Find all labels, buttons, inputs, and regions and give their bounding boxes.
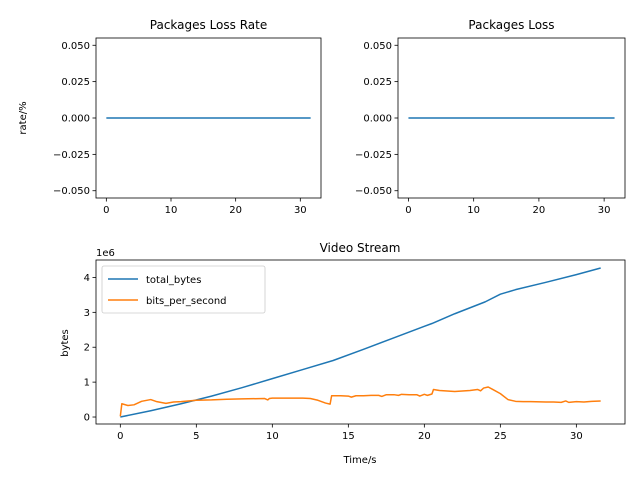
loss-rate-x-tick-label: 20 xyxy=(229,205,242,216)
video-stream-lines xyxy=(119,267,601,418)
loss-x-tick-label: 20 xyxy=(533,205,546,216)
video-stream-x-tick-label: 5 xyxy=(193,431,199,442)
video-stream-y-tick-label: 3 xyxy=(84,308,90,319)
loss-rate-title: Packages Loss Rate xyxy=(150,18,267,32)
loss-title: Packages Loss xyxy=(468,18,554,32)
loss-rate-y-tick-label: 0.000 xyxy=(61,114,90,125)
loss-x-tick-label: 0 xyxy=(405,205,411,216)
video-stream-x-axis-label: Time/s xyxy=(342,455,376,466)
video-stream-plot-frame xyxy=(95,259,626,425)
loss-rate-x-tick-label: 30 xyxy=(294,205,307,216)
loss-rate-x-tick-label: 10 xyxy=(165,205,178,216)
loss-rate-y-tick-label: 0.025 xyxy=(61,77,90,88)
legend-box xyxy=(101,265,266,314)
video-stream-y-tick-label: 0 xyxy=(84,413,90,424)
video-stream-y-axis-label: bytes xyxy=(60,329,71,357)
video-stream-x-tick-label: 30 xyxy=(570,431,583,442)
loss-plot-frame xyxy=(397,37,626,199)
loss-rate-y-tick-label: 0.050 xyxy=(61,41,90,52)
legend-label-total-bytes: total_bytes xyxy=(146,275,201,286)
video-stream-x-tick-label: 15 xyxy=(342,431,355,442)
loss-y-tick-label: −0.025 xyxy=(355,150,392,161)
loss-rate-chart: Packages Loss Rate rate/% 0 10 20 30 −0.050 −… xyxy=(18,18,322,216)
loss-rate-ticks: 0 10 20 30 −0.050 −0.025 0.000 0.025 0.050 xyxy=(53,41,307,216)
loss-y-tick-label: −0.050 xyxy=(355,186,392,197)
loss-x-tick-label: 10 xyxy=(467,205,480,216)
loss-y-tick-label: 0.025 xyxy=(363,77,392,88)
loss-rate-y-axis-label: rate/% xyxy=(18,101,29,134)
video-stream-x-tick-label: 20 xyxy=(418,431,431,442)
loss-rate-plot-frame xyxy=(95,37,322,199)
legend-label-bits-per-second: bits_per_second xyxy=(146,296,227,307)
loss-x-tick-label: 30 xyxy=(598,205,611,216)
video-stream-ticks: 0 5 10 15 20 25 30 0 1 2 3 4 xyxy=(84,273,583,442)
loss-chart: Packages Loss 0 10 20 30 −0.050 −0.025 0.000 0.… xyxy=(355,18,626,216)
loss-y-tick-label: 0.050 xyxy=(363,41,392,52)
loss-rate-y-tick-label: −0.025 xyxy=(53,150,90,161)
loss-ticks: 0 10 20 30 −0.050 −0.025 0.000 0.025 0.050 xyxy=(355,41,611,216)
video-stream-x-tick-label: 25 xyxy=(494,431,507,442)
video-stream-y-tick-label: 1 xyxy=(84,378,90,389)
loss-y-tick-label: 0.000 xyxy=(363,114,392,125)
video-stream-title: Video Stream xyxy=(320,241,401,255)
video-stream-legend: total_bytes bits_per_second xyxy=(101,265,266,314)
video-stream-offset-label: 1e6 xyxy=(96,248,115,259)
video-stream-x-tick-label: 10 xyxy=(266,431,279,442)
loss-rate-y-tick-label: −0.050 xyxy=(53,186,90,197)
video-stream-x-tick-label: 0 xyxy=(117,431,123,442)
video-stream-chart: Video Stream 1e6 bytes Time/s 0 5 10 15 20 25… xyxy=(60,241,626,466)
loss-rate-x-tick-label: 0 xyxy=(103,205,109,216)
video-stream-y-tick-label: 2 xyxy=(84,343,90,354)
video-stream-line-bits-per-second xyxy=(119,386,601,417)
video-stream-line-total-bytes xyxy=(120,267,601,418)
video-stream-y-tick-label: 4 xyxy=(84,273,90,284)
